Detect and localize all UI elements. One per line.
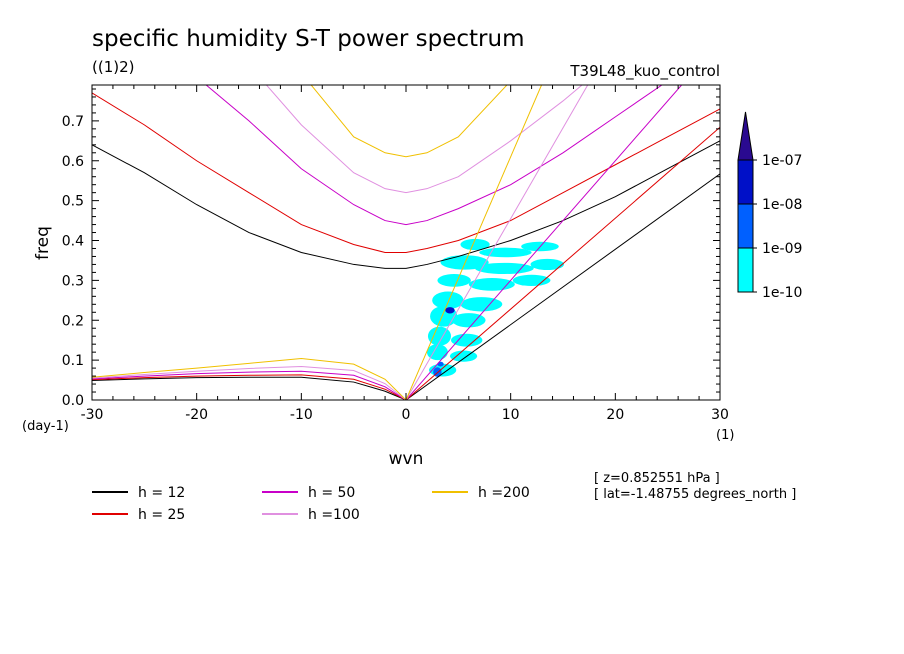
info-line-2: [ lat=-1.48755 degrees_north ] [594, 487, 796, 502]
y-tick-label: 0.0 [62, 393, 84, 409]
colorbar-box-2 [737, 159, 754, 205]
dispersion-curves [92, 85, 720, 400]
x-tick-label: 20 [606, 407, 624, 423]
y-unit-label: (day-1) [22, 419, 69, 434]
curve-rossby-1 [92, 374, 407, 400]
legend-label-0: h = 12 [138, 485, 185, 501]
x-axis-label: wvn [389, 449, 424, 469]
contour-patch-7 [468, 277, 515, 291]
colorbar-box-1 [737, 203, 754, 249]
contour-patch-9 [432, 291, 464, 310]
x-tick-label: 30 [711, 407, 729, 423]
chart-subtitle-right: T39L48_kuo_control [569, 62, 720, 81]
x-unit-label: (1) [716, 428, 734, 443]
colorbar-label: 1e-10 [762, 285, 802, 301]
x-tick-label: -30 [81, 407, 104, 423]
curve-kelvin-2 [405, 85, 682, 400]
contour-patch-12 [452, 313, 486, 328]
curve-rossby-4 [92, 358, 407, 400]
curve-kelvin-3 [405, 85, 589, 400]
y-tick-label: 0.3 [62, 273, 84, 289]
x-tick-label: -20 [185, 407, 208, 423]
y-tick-label: 0.6 [62, 154, 84, 170]
colorbar: 1e-10 1e-09 1e-08 1e-07 [737, 111, 802, 301]
contour-patch-14 [451, 333, 483, 347]
curve-ig-3 [265, 85, 583, 194]
y-tick-label: 0.7 [62, 114, 84, 130]
y-tick-label: 0.5 [62, 194, 84, 210]
curve-rossby-2 [92, 370, 407, 400]
contour-patch-10 [460, 297, 503, 312]
x-tick-label: -10 [290, 407, 313, 423]
legend-label-4: h =200 [478, 485, 530, 501]
y-tick-label: 0.4 [62, 234, 84, 250]
y-tick-label: 0.1 [62, 353, 84, 369]
curve-kelvin-1 [405, 126, 720, 400]
curve-rossby-3 [92, 366, 407, 400]
contour-patch-6 [437, 274, 471, 287]
y-tick-label: 0.2 [62, 313, 84, 329]
colorbar-extension [737, 111, 754, 161]
x-tick-label: 10 [502, 407, 520, 423]
colorbar-label: 1e-08 [762, 197, 802, 213]
contour-patch-15 [426, 344, 448, 361]
info-line-1: [ z=0.852551 hPa ] [594, 471, 720, 486]
x-tick-label: 0 [402, 407, 411, 423]
contour-patch-0 [460, 238, 490, 251]
colorbar-box-0 [737, 247, 754, 293]
curve-rossby-0 [92, 376, 407, 400]
contour-patch-3 [440, 255, 489, 270]
colorbar-label: 1e-09 [762, 241, 802, 257]
curve-kelvin-0 [405, 173, 720, 400]
curve-ig-4 [310, 85, 508, 158]
plot-frame [91, 84, 721, 401]
colorbar-label: 1e-07 [762, 153, 802, 169]
axis-ticks: -30 -20 -10 0 10 20 30 0.0 0.1 0.2 0.3 0.4 0.5 0.6 0.7 [62, 85, 729, 423]
contour-patch-18 [445, 307, 455, 314]
chart-title: specific humidity S-T power spectrum [92, 26, 524, 52]
contour-patch-5 [530, 258, 565, 271]
contour-patch-8 [512, 274, 551, 286]
curve-kelvin-4 [405, 85, 543, 400]
contour-patch-1 [479, 247, 532, 258]
legend: h = 12 h = 25 h = 50 h =100 h =200 [92, 485, 530, 523]
legend-label-3: h =100 [308, 507, 360, 523]
contour-patches [426, 238, 565, 377]
y-axis-label: freq [33, 226, 53, 260]
chart-subtitle-left: ((1)2) [92, 58, 135, 76]
curve-ig-1 [92, 92, 720, 253]
legend-label-2: h = 50 [308, 485, 355, 501]
curve-ig-2 [205, 85, 663, 226]
legend-label-1: h = 25 [138, 507, 185, 523]
plot-area: -30 -20 -10 0 10 20 30 0.0 0.1 0.2 0.3 0.4 0.5 0.6 0.7 [62, 84, 729, 423]
curve-ig-0 [92, 140, 720, 269]
